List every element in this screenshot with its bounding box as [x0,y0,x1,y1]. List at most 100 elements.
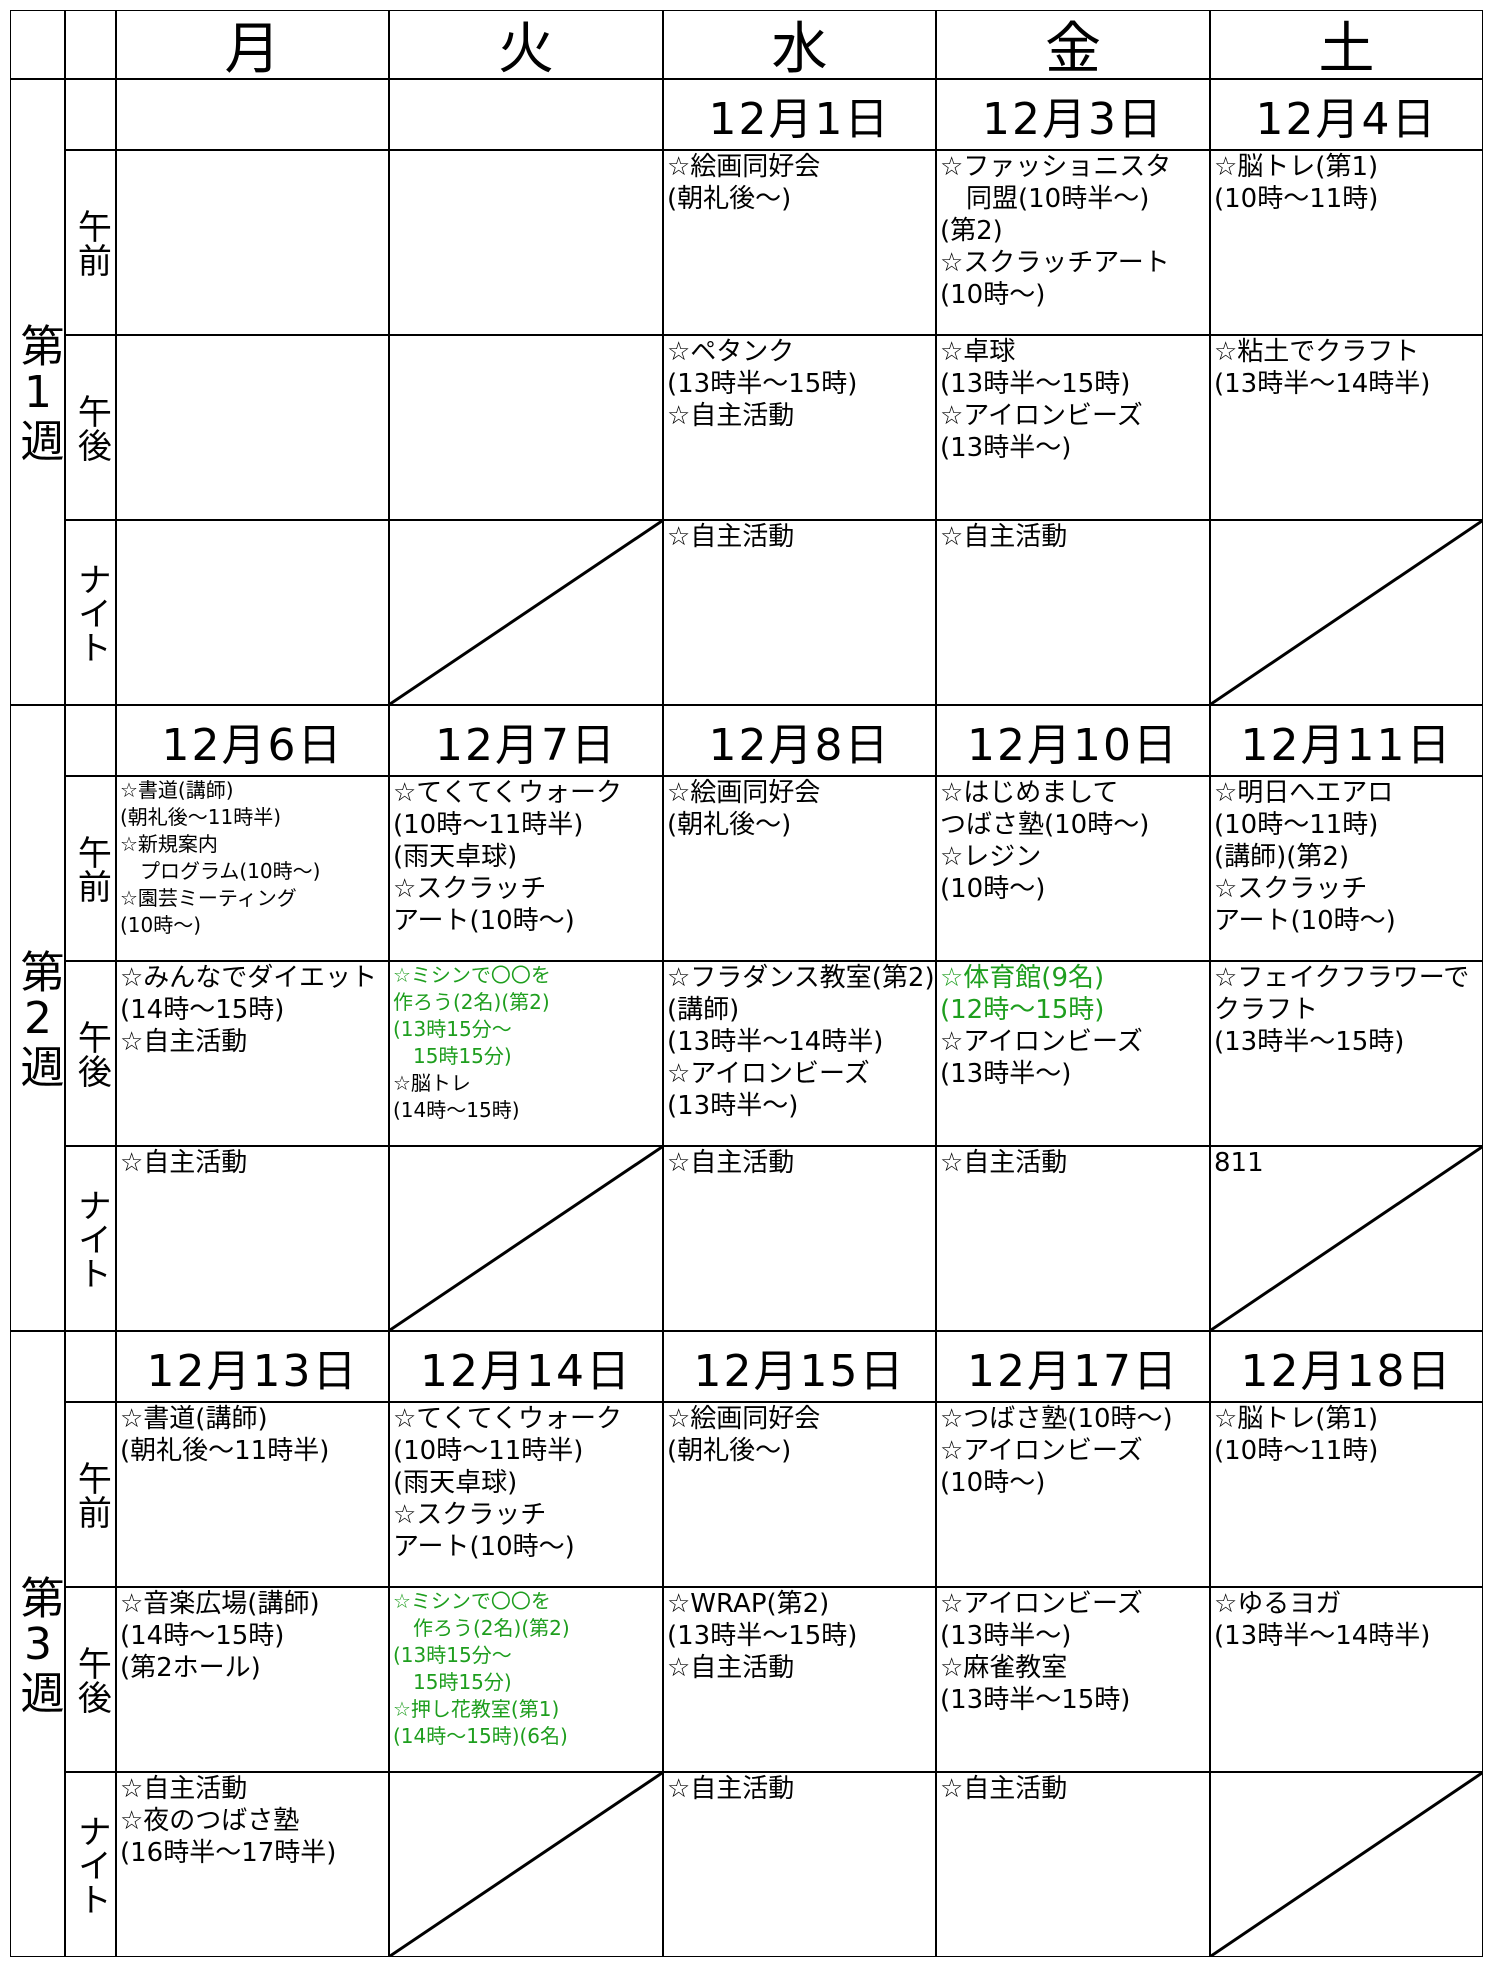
event-cell: ☆卓球 (13時半～15時) ☆アイロンビーズ (13時半～) [936,335,1210,520]
event-line: (13時半～14時半) [1214,1621,1431,1651]
date-cell: 12月4日 [1210,79,1483,150]
event-cell: ☆音楽広場(講師) (14時～15時) (第2ホール) [116,1587,389,1772]
event-cell [116,335,389,520]
event-cell: ☆明日へエアロ (10時～11時) (講師)(第2) ☆スクラッチ アート(10時～) [1210,776,1483,961]
event-line: ☆フラダンス教室(第2) [667,963,935,993]
event-line: ☆つばさ塾(10時～) [940,1404,1173,1434]
date-cell: 12月17日 [936,1331,1210,1402]
event-cell: ☆自主活動 [936,1146,1210,1331]
event-line: プログラム(10時～) [120,859,321,883]
date-cell: 12月10日 [936,705,1210,776]
event-line: ☆自主活動 [667,1653,795,1683]
event-line: ☆自主活動 [120,1027,248,1057]
event-line: ☆アイロンビーズ [940,401,1143,431]
event-line: ☆WRAP(第2) [667,1589,830,1619]
date-cell [116,79,389,150]
event-line: ☆ペタンク [667,337,795,367]
blank-cell [65,705,116,776]
event-cell [389,335,663,520]
event-line: (13時半～15時) [667,369,858,399]
event-line: (10時～) [940,874,1046,904]
event-line: (12時～15時) [940,995,1105,1025]
event-cell: ☆自主活動 [116,1146,389,1331]
blank-cell [65,79,116,150]
period-label: ナイト [65,1772,116,1957]
event-line: (雨天卓球) [393,842,518,872]
event-line: (朝礼後～11時半) [120,1436,330,1466]
event-line: 811 [1214,1148,1264,1178]
event-cell: ☆絵画同好会 (朝礼後～) [663,1402,936,1587]
event-line: ☆絵画同好会 [667,152,821,182]
event-line: (朝礼後～) [667,810,792,840]
event-line: (10時～) [940,280,1046,310]
event-line: (10時～11時) [1214,1436,1379,1466]
event-cell: 811 [1210,1146,1483,1331]
week-label: 第3週 [10,1331,65,1957]
period-label: 午後 [65,1587,116,1772]
slash [390,1773,662,1956]
event-line: ☆レジン [940,842,1042,872]
event-cell: ☆ファッショニスタ 同盟(10時半～) (第2) ☆スクラッチアート (10時～) [936,150,1210,335]
event-line: ☆粘土でクラフト [1214,337,1420,367]
event-line: ☆スクラッチ [1214,874,1368,904]
week-label: 第2週 [10,705,65,1331]
event-cell: ☆絵画同好会 (朝礼後～) [663,150,936,335]
event-line: つばさ塾(10時～) [940,810,1150,840]
event-cell: ☆絵画同好会 (朝礼後～) [663,776,936,961]
event-cell: ☆フェイクフラワーで クラフト (13時半～15時) [1210,961,1483,1146]
event-cell: ☆脳トレ(第1) (10時～11時) [1210,1402,1483,1587]
slash [1211,1773,1482,1956]
period-label: 午前 [65,776,116,961]
event-line: クラフト [1214,995,1319,1025]
event-line: (朝礼後～) [667,184,792,214]
event-line: (13時半～) [667,1091,799,1121]
event-line: (10時～) [120,913,202,937]
slash [1211,521,1482,704]
event-line: アート(10時～) [393,906,575,936]
event-cell [1210,520,1483,705]
event-line: ☆脳トレ(第1) [1214,1404,1379,1434]
period-label: ナイト [65,1146,116,1331]
event-line: (13時半～15時) [667,1621,858,1651]
period-label: 午前 [65,1402,116,1587]
event-line: ☆ミシンで〇〇を [393,1589,551,1613]
event-cell: ☆ミシンで〇〇を 作ろう(2名)(第2) (13時15分～ 15時15分) ☆押し花… [389,1587,663,1772]
event-line: ☆自主活動 [940,1774,1068,1804]
event-cell [389,1772,663,1957]
event-line: ☆夜のつばさ塾 [120,1806,300,1836]
event-line: (講師) [667,995,740,1025]
event-cell: ☆書道(講師) (朝礼後～11時半) ☆新規案内 プログラム(10時～) ☆園芸ミーテ… [116,776,389,961]
day-header: 金 [936,10,1210,79]
date-cell [389,79,663,150]
event-cell: ☆てくてくウォーク (10時～11時半) (雨天卓球) ☆スクラッチ アート(10時～) [389,1402,663,1587]
event-line: (10時～11時) [1214,184,1379,214]
event-line: ☆体育館(9名) [940,963,1105,993]
date-cell: 12月13日 [116,1331,389,1402]
event-line: (14時～15時) [393,1098,520,1122]
blank-cell [65,1331,116,1402]
slash [390,521,662,704]
event-line: ☆ファッショニスタ [940,152,1172,182]
corner [65,10,116,79]
period-label: 午後 [65,335,116,520]
event-line: ☆自主活動 [667,401,795,431]
event-line: ☆自主活動 [667,1148,795,1178]
event-line: (13時半～) [940,433,1072,463]
event-line: 作ろう(2名)(第2) [393,1616,570,1640]
event-line: ☆卓球 [940,337,1016,367]
event-line: 15時15分) [393,1044,512,1068]
event-line: ☆脳トレ(第1) [1214,152,1379,182]
event-line: (13時半～15時) [940,369,1131,399]
corner [10,10,65,79]
event-cell: ☆脳トレ(第1) (10時～11時) [1210,150,1483,335]
event-line: ☆麻雀教室 [940,1653,1068,1683]
event-cell: ☆自主活動 [663,1146,936,1331]
event-cell: ☆自主活動 ☆夜のつばさ塾 (16時半～17時半) [116,1772,389,1957]
event-line: (第2) [940,216,1003,246]
event-line: (13時半～14時半) [667,1027,884,1057]
event-line: ☆自主活動 [667,1774,795,1804]
event-line: ☆絵画同好会 [667,1404,821,1434]
event-line: ☆みんなでダイエット [120,963,378,993]
event-cell: ☆てくてくウォーク (10時～11時半) (雨天卓球) ☆スクラッチ アート(10時～) [389,776,663,961]
